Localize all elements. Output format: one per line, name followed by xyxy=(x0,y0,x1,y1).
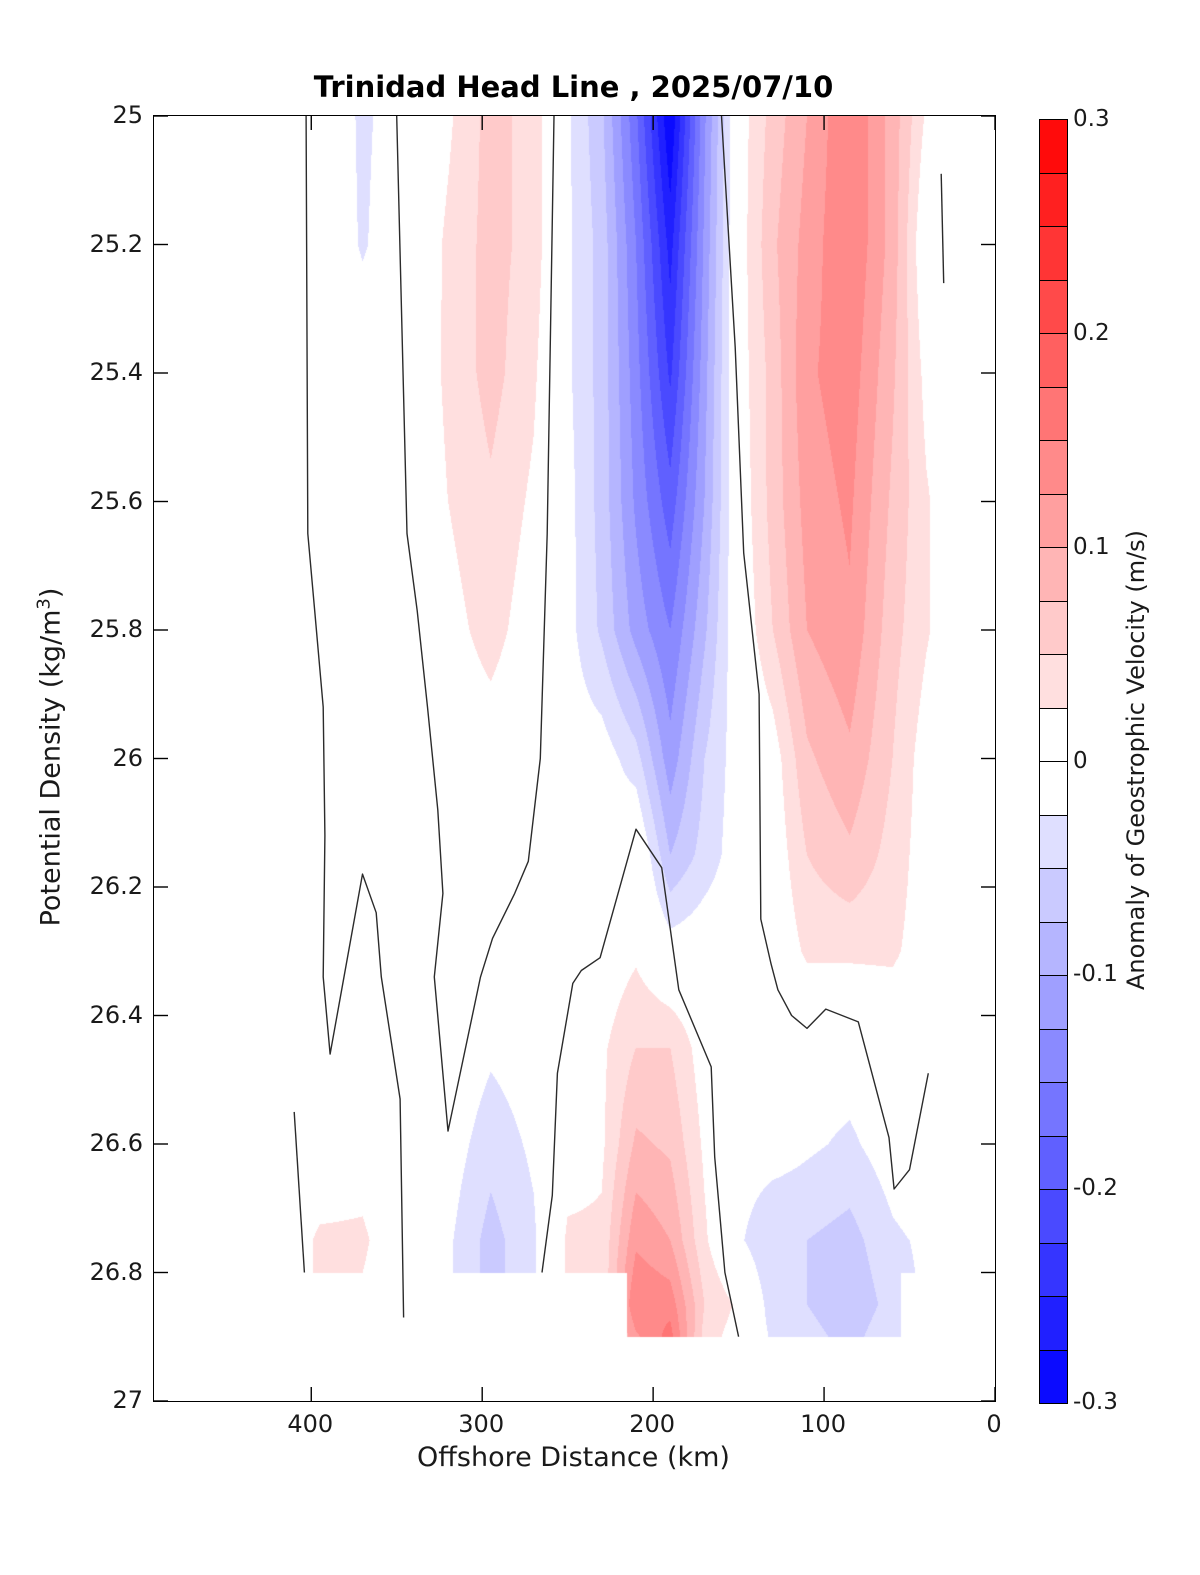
y-tick-label: 25.8 xyxy=(89,615,143,643)
x-tick-label: 300 xyxy=(458,1410,505,1438)
zero-velocity-contour-line xyxy=(396,116,555,1132)
colorbar-tick-label: 0.2 xyxy=(1073,319,1110,346)
y-tick-label: 27 xyxy=(112,1386,143,1414)
colorbar-segment xyxy=(1040,1242,1067,1296)
colorbar-segment xyxy=(1040,1082,1067,1136)
y-tick-label: 26.8 xyxy=(89,1257,143,1286)
colorbar-segment xyxy=(1040,975,1067,1029)
colorbar-tick-label: 0.1 xyxy=(1073,533,1110,560)
colorbar-tick-label: -0.1 xyxy=(1073,961,1118,988)
chart-title: Trinidad Head Line , 2025/07/10 xyxy=(313,70,834,104)
colorbar xyxy=(1039,119,1068,1404)
y-tick-label: 25.2 xyxy=(89,229,143,258)
colorbar-segment xyxy=(1040,814,1067,868)
colorbar-segment xyxy=(1040,921,1067,975)
filled-contour-canvas xyxy=(154,116,995,1401)
colorbar-segment xyxy=(1040,172,1067,226)
y-tick-label: 25.6 xyxy=(89,486,143,515)
colorbar-tick-label: -0.3 xyxy=(1073,1389,1118,1415)
y-tick-label: 26.6 xyxy=(89,1129,143,1157)
colorbar-segment xyxy=(1040,386,1067,440)
colorbar-segment xyxy=(1040,1296,1067,1350)
colorbar-segment xyxy=(1040,279,1067,333)
zero-velocity-contour-line xyxy=(720,116,929,1190)
zero-velocity-contour-line xyxy=(293,1111,306,1273)
colorbar-segment xyxy=(1040,1135,1067,1189)
colorbar-segment xyxy=(1040,600,1067,654)
zero-velocity-contour-line xyxy=(305,116,405,1318)
colorbar-tick-label: 0.3 xyxy=(1073,106,1110,132)
colorbar-segment xyxy=(1040,547,1067,601)
y-tick-label: 25 xyxy=(112,101,143,129)
colorbar-segment xyxy=(1040,1349,1067,1403)
colorbar-tick-label: 0 xyxy=(1073,747,1088,774)
colorbar-segment xyxy=(1040,1028,1067,1082)
x-tick-label: 0 xyxy=(986,1410,1002,1438)
y-tick-label: 26.2 xyxy=(89,872,143,900)
plot-area xyxy=(153,115,996,1402)
zero-velocity-contour-line xyxy=(541,828,740,1337)
colorbar-segment xyxy=(1040,761,1067,815)
y-tick-label: 26 xyxy=(112,743,143,772)
zero-velocity-contour-line xyxy=(940,173,945,284)
colorbar-segment xyxy=(1040,654,1067,708)
x-tick-label: 100 xyxy=(800,1410,846,1438)
colorbar-segment xyxy=(1040,493,1067,547)
zero-contour-and-ticks-overlay xyxy=(154,116,995,1401)
colorbar-segment xyxy=(1040,226,1067,280)
colorbar-segment xyxy=(1040,440,1067,494)
x-axis-label: Offshore Distance (km) xyxy=(417,1442,730,1473)
colorbar-segment xyxy=(1040,707,1067,761)
colorbar-label: Anomaly of Geostrophic Velocity (m/s) xyxy=(1122,529,1150,991)
y-tick-label: 25.4 xyxy=(89,358,143,386)
colorbar-segment xyxy=(1040,120,1067,173)
colorbar-segment xyxy=(1040,868,1067,922)
colorbar-segment xyxy=(1040,1189,1067,1243)
x-tick-label: 400 xyxy=(287,1410,334,1438)
colorbar-segment xyxy=(1040,333,1067,387)
colorbar-tick-label: -0.2 xyxy=(1073,1175,1118,1202)
x-tick-label: 200 xyxy=(629,1410,676,1438)
y-tick-label: 26.4 xyxy=(89,1000,143,1029)
